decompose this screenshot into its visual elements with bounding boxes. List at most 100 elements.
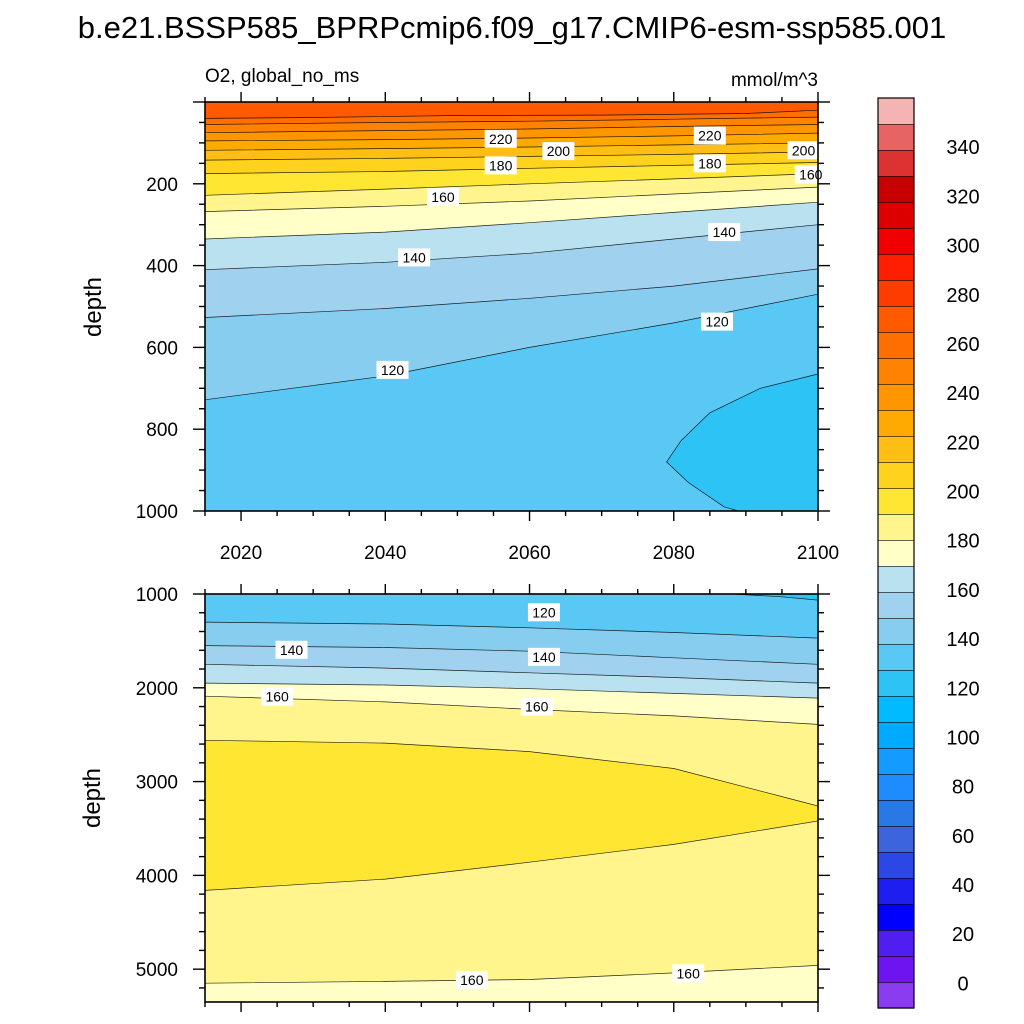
top-contour-line-1 xyxy=(204,116,819,125)
top-ytick-label-200: 200 xyxy=(146,175,178,196)
top-ytick-label-800: 800 xyxy=(146,420,178,441)
colorbar-label-180: 180 xyxy=(946,531,979,553)
top-contour-label-text-1: 200 xyxy=(547,143,571,159)
colorbar-label-280: 280 xyxy=(946,285,979,307)
colorbar-box-4 xyxy=(877,877,915,905)
top-contour-label-0: 220 xyxy=(484,129,517,148)
bot-band-5 xyxy=(205,740,818,891)
colorbar-label-0: 0 xyxy=(957,973,968,995)
bot-contour-label-text-1: 140 xyxy=(280,642,304,658)
bot-contour-label-box-4 xyxy=(520,697,553,716)
top-contour-label-text-7: 180 xyxy=(698,155,722,171)
top-contour-label-text-5: 120 xyxy=(381,362,405,378)
top-ticks: 2020 2040 2060 2080 2100 200 400 600 800 1000 xyxy=(136,92,839,564)
bottom-fill-layers xyxy=(205,594,818,1002)
colorbar-box-27 xyxy=(877,279,915,307)
colorbar-box-24 xyxy=(877,357,915,385)
top-contour-label-2: 180 xyxy=(484,156,517,175)
bot-contour-label-box-1 xyxy=(275,640,308,659)
bot-contour-line-3 xyxy=(204,663,819,684)
top-band-13 xyxy=(666,374,818,511)
colorbar-label-80: 80 xyxy=(952,777,974,799)
top-contour-label-box-11 xyxy=(701,312,734,331)
top-contour-label-3: 160 xyxy=(426,187,459,206)
colorbar-label-20: 20 xyxy=(952,924,974,946)
top-contour-line-0 xyxy=(204,109,819,119)
colorbar-box-20 xyxy=(877,461,915,489)
bottom-ticks: 1000 2000 3000 4000 5000 xyxy=(136,584,830,1012)
top-contour-label-box-0 xyxy=(484,129,517,148)
bot-contour-label-3: 160 xyxy=(261,687,294,706)
colorbar-box-18 xyxy=(877,513,915,541)
top-contour-label-8: 200 xyxy=(787,141,820,160)
bot-contour-label-6: 160 xyxy=(672,964,705,983)
colorbar-box-23 xyxy=(877,383,915,411)
colorbar-box-0 xyxy=(877,981,915,1009)
colorbar-box-32 xyxy=(877,149,915,177)
top-contour-label-text-11: 120 xyxy=(705,314,729,330)
top-contour-line-9 xyxy=(204,201,819,240)
colorbar-label-220: 220 xyxy=(946,432,979,454)
colorbar-box-15 xyxy=(877,591,915,619)
colorbar-label-100: 100 xyxy=(946,727,979,749)
colorbar-box-26 xyxy=(877,305,915,333)
top-xtick-label-2100: 2100 xyxy=(797,543,839,564)
top-contour-line-13 xyxy=(666,373,819,512)
bot-ytick-label-1000: 1000 xyxy=(136,585,178,606)
top-contour-label-box-4 xyxy=(398,248,431,267)
top-contour-line-2 xyxy=(204,124,819,134)
bot-ytick-label-4000: 4000 xyxy=(136,866,178,887)
bot-contour-label-1: 140 xyxy=(275,640,308,659)
colorbar-box-9 xyxy=(877,747,915,775)
colorbar-frame xyxy=(877,97,915,1009)
bottom-panel: depth 120 140 140 160 160 160 160 1000 2000 3000… xyxy=(79,584,830,1012)
top-xtick-label-2080: 2080 xyxy=(653,543,695,564)
colorbar-label-40: 40 xyxy=(952,875,974,897)
bot-ytick-label-3000: 3000 xyxy=(136,773,178,794)
top-contour-label-1: 200 xyxy=(542,142,575,161)
top-contour-label-5: 120 xyxy=(376,360,409,379)
colorbar-label-120: 120 xyxy=(946,678,979,700)
top-panel-subtitle-left: O2, global_no_ms xyxy=(205,66,359,87)
colorbar-box-17 xyxy=(877,539,915,567)
top-contour-line-11 xyxy=(204,268,819,318)
top-contour-label-text-4: 140 xyxy=(402,249,426,265)
top-contour-label-box-8 xyxy=(787,141,820,160)
bot-contour-label-text-0: 120 xyxy=(532,604,556,620)
top-contour-line-8 xyxy=(204,186,819,212)
bot-contour-label-text-5: 160 xyxy=(460,972,484,988)
top-contour-label-10: 140 xyxy=(708,223,741,242)
top-panel-subtitle-right: mmol/m^3 xyxy=(731,70,818,91)
colorbar-box-11 xyxy=(877,695,915,723)
colorbar-label-320: 320 xyxy=(946,186,979,208)
top-xtick-label-2040: 2040 xyxy=(364,543,406,564)
bot-contour-label-text-3: 160 xyxy=(265,689,289,705)
bot-contour-label-0: 120 xyxy=(527,603,560,622)
top-band-12 xyxy=(205,294,818,511)
top-xtick-label-2020: 2020 xyxy=(220,543,262,564)
colorbar-box-30 xyxy=(877,201,915,229)
top-contour-label-text-2: 180 xyxy=(489,157,513,173)
top-contour-label-box-7 xyxy=(693,154,726,173)
top-panel-ylabel: depth xyxy=(80,277,107,337)
colorbar-box-28 xyxy=(877,253,915,281)
colorbar-box-21 xyxy=(877,435,915,463)
bot-contour-label-box-0 xyxy=(527,603,560,622)
colorbar-box-1 xyxy=(877,955,915,983)
colorbar-label-340: 340 xyxy=(946,137,979,159)
colorbar-label-160: 160 xyxy=(946,580,979,602)
bot-contour-line-1 xyxy=(204,621,819,639)
bot-contour-label-5: 160 xyxy=(455,970,488,989)
bot-contour-label-box-5 xyxy=(455,970,488,989)
bot-contour-label-box-6 xyxy=(672,964,705,983)
colorbar-label-260: 260 xyxy=(946,334,979,356)
top-contour-label-4: 140 xyxy=(398,248,431,267)
top-contour-label-11: 120 xyxy=(701,312,734,331)
bot-contour-label-2: 140 xyxy=(527,647,560,666)
colorbar-label-60: 60 xyxy=(952,826,974,848)
colorbar-label-240: 240 xyxy=(946,383,979,405)
colorbar-box-5 xyxy=(877,851,915,879)
top-contour-label-box-5 xyxy=(376,360,409,379)
top-contour-label-6: 220 xyxy=(693,126,726,145)
top-contour-labels: 220 200 180 160 140 120 220 180 200 160 140 120 xyxy=(376,126,827,379)
